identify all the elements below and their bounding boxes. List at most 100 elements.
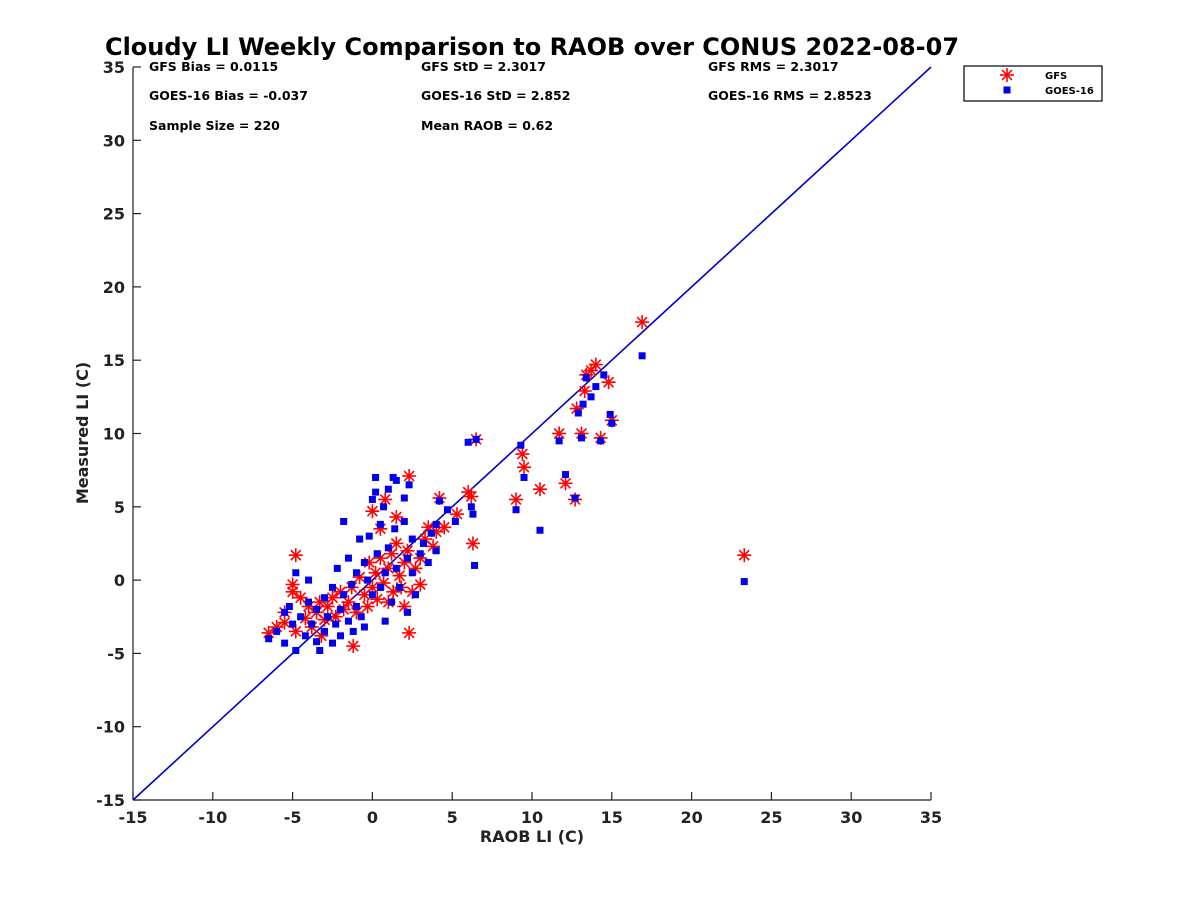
gfs-series	[261, 315, 752, 654]
y-tick-label: 25	[103, 205, 125, 224]
goes16-point	[352, 602, 360, 610]
goes16-point	[536, 526, 544, 534]
goes16-point	[432, 547, 440, 555]
goes16-point	[600, 371, 608, 379]
goes16-point	[451, 517, 459, 525]
y-tick-label: -5	[107, 644, 125, 663]
goes16-point	[324, 613, 332, 621]
y-tick-label: -15	[96, 791, 125, 810]
goes16-point	[400, 494, 408, 502]
goes16-point	[292, 646, 300, 654]
gfs-point	[365, 504, 380, 519]
stat-text: GFS RMS = 2.3017	[708, 59, 839, 74]
goes16-point	[360, 559, 368, 567]
y-tick-label: -10	[96, 718, 125, 737]
goes16-point	[376, 520, 384, 528]
goes16-point	[582, 374, 590, 382]
gfs-point	[360, 599, 375, 614]
x-axis-label: RAOB LI (C)	[480, 827, 584, 846]
gfs-point	[449, 507, 464, 522]
goes16-point	[391, 525, 399, 533]
goes16-point	[427, 529, 435, 537]
goes16-point	[348, 580, 356, 588]
stats-text-block: GFS Bias = 0.0115 GFS StD = 2.3017 GFS RMS…	[149, 59, 872, 133]
y-tick-label: 20	[103, 278, 125, 297]
goes16-point	[432, 520, 440, 528]
goes16-point	[360, 623, 368, 631]
goes16-point	[579, 400, 587, 408]
goes16-point	[520, 473, 528, 481]
x-tick-label: 25	[760, 808, 782, 827]
goes16-point	[608, 419, 616, 427]
y-tick-label: 5	[114, 498, 125, 517]
stat-text: GFS StD = 2.3017	[421, 59, 546, 74]
goes16-point	[380, 503, 388, 511]
legend-gfs-asterisk	[1000, 68, 1014, 82]
goes16-point	[392, 476, 400, 484]
legend-gfs-marker	[1000, 68, 1014, 82]
legend-goes16-label: GOES-16	[1045, 86, 1094, 97]
gfs-point	[346, 639, 361, 654]
y-tick-label: 30	[103, 131, 125, 150]
gfs-point	[293, 590, 308, 605]
goes16-point	[424, 559, 432, 567]
gfs-point	[277, 615, 292, 630]
goes16-point	[400, 517, 408, 525]
goes16-point	[289, 620, 297, 628]
goes16-point	[305, 576, 313, 584]
goes16-point	[571, 494, 579, 502]
goes16-point	[332, 620, 340, 628]
y-tick-label: 35	[103, 58, 125, 77]
goes16-point	[416, 550, 424, 558]
goes16-point	[512, 506, 520, 514]
y-tick-label: 0	[114, 571, 125, 590]
y-tick-label: 10	[103, 425, 125, 444]
goes16-point	[285, 602, 293, 610]
goes16-point	[336, 605, 344, 613]
goes16-point	[388, 598, 396, 606]
x-tick-label: 5	[447, 808, 458, 827]
gfs-point	[413, 577, 428, 592]
chart-title: Cloudy LI Weekly Comparison to RAOB over…	[105, 33, 959, 61]
axis-ticks: -15 -10 -5 0 5 10 15 20 25 30 35 -15 -10 -5 0 5 10 15 20 25…	[96, 58, 942, 827]
goes16-point	[313, 605, 321, 613]
goes16-point	[384, 485, 392, 493]
goes16-point	[356, 535, 364, 543]
gfs-point	[402, 469, 417, 484]
goes16-point	[292, 569, 300, 577]
goes16-point	[405, 481, 413, 489]
x-tick-label: 20	[680, 808, 702, 827]
gfs-point	[737, 548, 752, 563]
legend: GFS GOES-16	[963, 65, 1103, 102]
goes16-point	[411, 591, 419, 599]
goes16-point	[392, 564, 400, 572]
legend-goes16-marker	[1003, 86, 1011, 94]
goes16-point	[587, 393, 595, 401]
gfs-point	[402, 625, 417, 640]
goes16-point	[321, 627, 329, 635]
goes16-point	[265, 635, 273, 643]
gfs-point	[601, 375, 616, 390]
x-tick-label: -5	[284, 808, 302, 827]
x-tick-label: 10	[521, 808, 543, 827]
goes16-point	[396, 583, 404, 591]
goes16-point	[472, 435, 480, 443]
goes16-point	[408, 535, 416, 543]
gfs-point	[635, 315, 650, 330]
x-tick-label: 30	[840, 808, 862, 827]
goes16-point	[638, 352, 646, 360]
goes16-point	[574, 409, 582, 417]
goes16-point	[740, 578, 748, 586]
goes16-point	[329, 583, 336, 591]
goes16-point	[435, 497, 443, 505]
goes16-point	[577, 434, 585, 442]
goes16-point	[467, 503, 475, 511]
stat-text: GFS Bias = 0.0115	[149, 59, 278, 74]
one-to-one-line	[132, 66, 932, 801]
goes16-point	[316, 646, 324, 654]
goes16-point	[313, 638, 321, 646]
goes16-point	[373, 550, 381, 558]
goes16-point	[606, 410, 614, 418]
goes16-point	[321, 594, 329, 602]
